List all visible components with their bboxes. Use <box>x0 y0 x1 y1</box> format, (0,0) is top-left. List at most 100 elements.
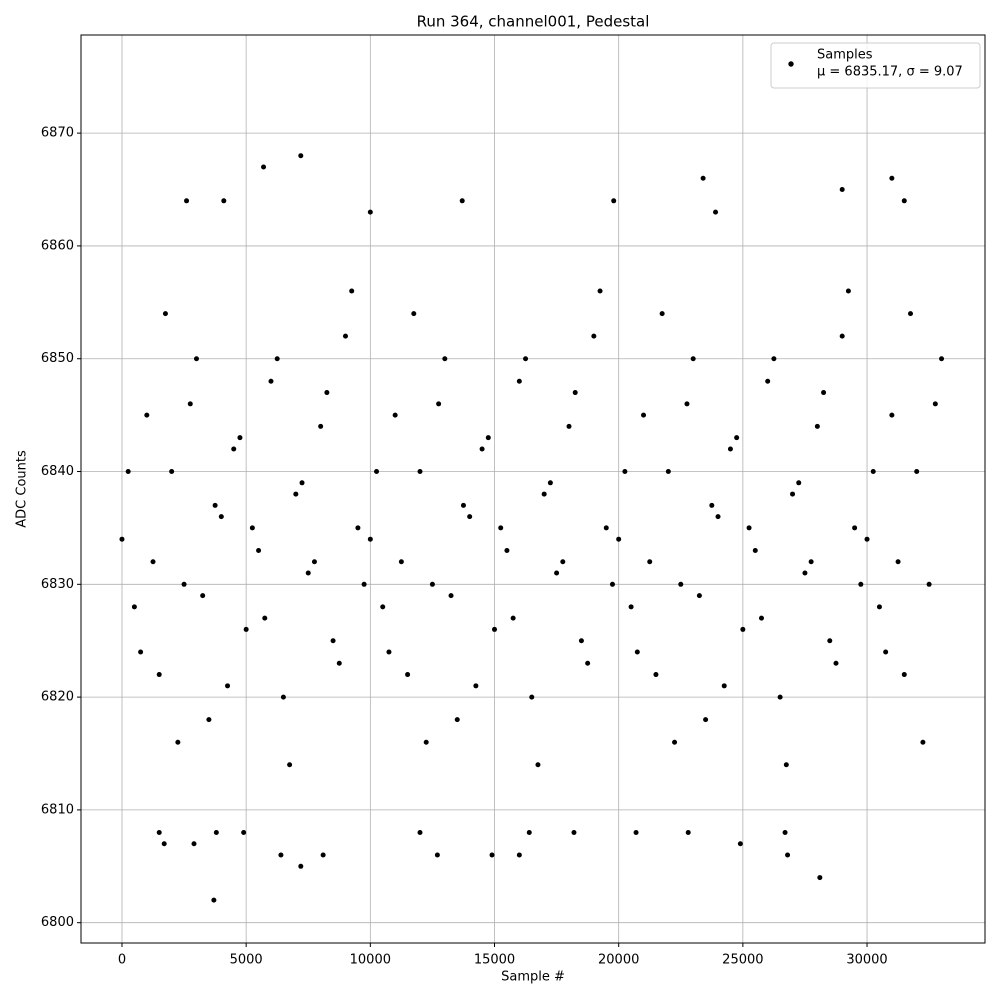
point <box>864 536 870 542</box>
point <box>523 356 529 362</box>
point <box>320 852 326 858</box>
point <box>131 604 137 610</box>
point <box>191 841 197 847</box>
point <box>460 502 466 508</box>
points <box>119 153 945 903</box>
point <box>782 829 788 835</box>
point <box>734 435 740 441</box>
point <box>213 829 219 835</box>
point <box>740 626 746 632</box>
point <box>355 525 361 531</box>
point <box>330 638 336 644</box>
point <box>125 469 131 475</box>
point <box>417 829 423 835</box>
point <box>411 311 417 317</box>
y-tick-label: 6860 <box>41 238 74 253</box>
point <box>175 739 181 745</box>
point <box>479 446 485 452</box>
point <box>777 694 783 700</box>
point <box>504 547 510 553</box>
point <box>150 559 156 565</box>
x-tick-label: 25000 <box>722 953 763 968</box>
point <box>489 852 495 858</box>
point <box>715 514 721 520</box>
point <box>790 491 796 497</box>
point <box>659 311 665 317</box>
x-tick-label: 30000 <box>846 953 887 968</box>
point <box>386 649 392 655</box>
point <box>814 423 820 429</box>
point <box>181 581 187 587</box>
point <box>318 423 324 429</box>
point <box>349 288 355 294</box>
point <box>895 559 901 565</box>
point <box>436 401 442 407</box>
point <box>161 841 167 847</box>
point <box>752 547 758 553</box>
point <box>184 198 190 204</box>
point <box>920 739 926 745</box>
point <box>889 175 895 181</box>
point <box>467 514 473 520</box>
point <box>298 153 304 159</box>
point <box>299 480 305 486</box>
point <box>305 570 311 576</box>
point <box>218 514 224 520</box>
point <box>280 694 286 700</box>
point <box>211 897 217 903</box>
legend-label: Samples <box>817 48 873 63</box>
point <box>785 852 791 858</box>
point <box>746 525 752 531</box>
point <box>926 581 932 587</box>
y-axis-label: ADC Counts <box>15 450 30 528</box>
point <box>138 649 144 655</box>
point <box>492 626 498 632</box>
point <box>839 333 845 339</box>
point <box>808 559 814 565</box>
point <box>858 581 864 587</box>
point <box>833 660 839 666</box>
point <box>547 480 553 486</box>
legend-box <box>770 42 981 89</box>
x-tick-label: 15000 <box>474 953 515 968</box>
point <box>342 333 348 339</box>
point <box>187 401 193 407</box>
point <box>278 852 284 858</box>
point <box>700 175 706 181</box>
point <box>641 412 647 418</box>
point <box>336 660 342 666</box>
point <box>634 649 640 655</box>
point <box>609 581 615 587</box>
chart-title: Run 364, channel001, Pedestal <box>417 13 650 31</box>
legend-marker <box>788 61 794 67</box>
point <box>713 209 719 215</box>
point <box>684 401 690 407</box>
y-tick-label: 6800 <box>41 915 74 930</box>
point <box>241 829 247 835</box>
point <box>237 435 243 441</box>
point <box>380 604 386 610</box>
point <box>817 875 823 881</box>
point <box>262 615 268 621</box>
point <box>633 829 639 835</box>
point <box>459 198 465 204</box>
point <box>597 288 603 294</box>
point <box>206 717 212 723</box>
point <box>454 717 460 723</box>
y-tick-label: 6850 <box>41 351 74 366</box>
point <box>883 649 889 655</box>
point <box>827 638 833 644</box>
x-tick-label: 5000 <box>230 953 263 968</box>
y-tick-label: 6830 <box>41 577 74 592</box>
point <box>852 525 858 531</box>
x-tick-label: 10000 <box>350 953 391 968</box>
point <box>516 378 522 384</box>
point <box>529 694 535 700</box>
point <box>709 502 715 508</box>
point <box>653 672 659 678</box>
point <box>541 491 547 497</box>
point <box>845 288 851 294</box>
legend-stats: μ = 6835.17, σ = 9.07 <box>817 65 963 80</box>
point <box>231 446 237 452</box>
